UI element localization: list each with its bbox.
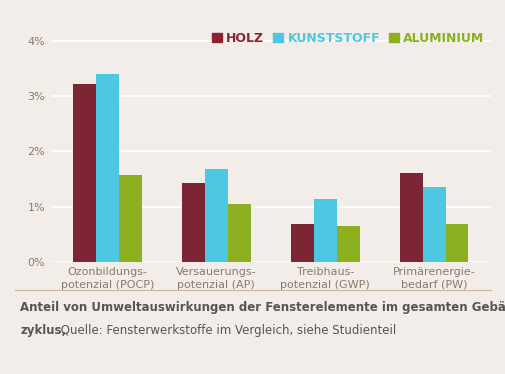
Text: zyklus,: zyklus, xyxy=(20,324,66,337)
Bar xyxy=(336,226,359,262)
Bar xyxy=(73,84,95,262)
Bar xyxy=(445,224,468,262)
Bar xyxy=(313,199,336,262)
Text: Quelle: Fensterwerkstoffe im Vergleich, siehe Studienteil: Quelle: Fensterwerkstoffe im Vergleich, … xyxy=(57,324,395,337)
Bar xyxy=(290,224,313,262)
Bar xyxy=(227,204,250,262)
Legend: HOLZ, KUNSTSTOFF, ALUMINIUM: HOLZ, KUNSTSTOFF, ALUMINIUM xyxy=(212,31,484,45)
Bar xyxy=(95,74,119,262)
Bar xyxy=(205,169,227,262)
Text: Anteil von Umweltauswirkungen der Fensterelemente im gesamten Gebäudelebens-: Anteil von Umweltauswirkungen der Fenste… xyxy=(20,301,505,314)
Bar xyxy=(422,187,445,262)
Bar xyxy=(119,175,141,262)
Bar xyxy=(399,174,422,262)
Bar xyxy=(181,183,205,262)
